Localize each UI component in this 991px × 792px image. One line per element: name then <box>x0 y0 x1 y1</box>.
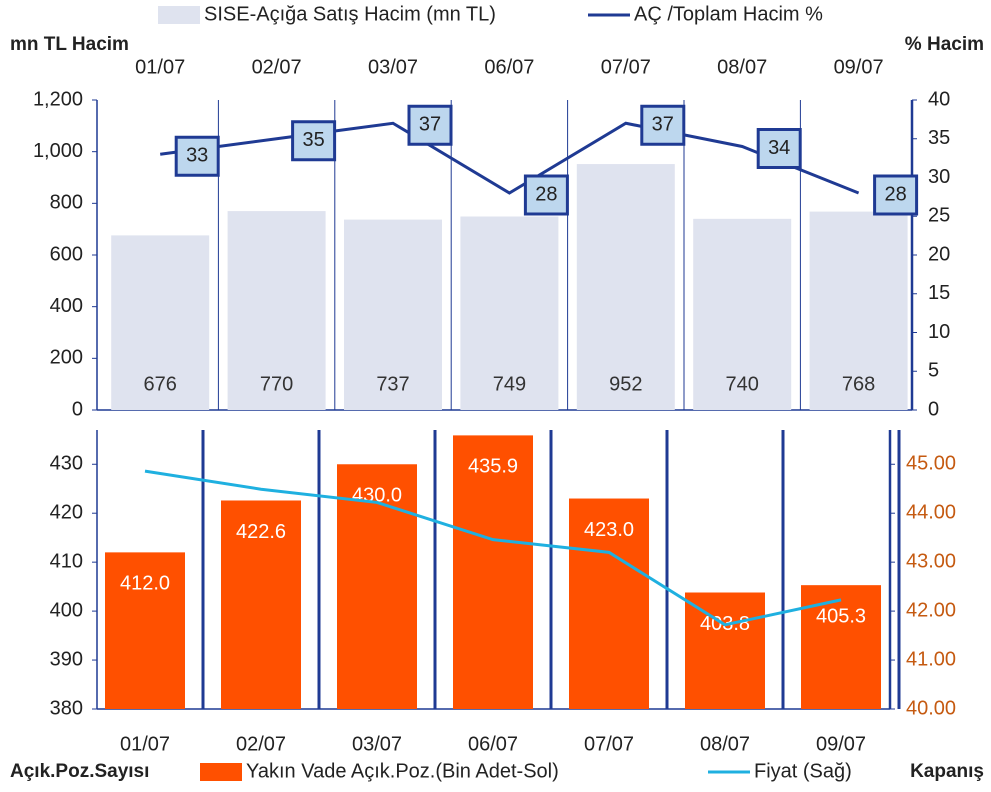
bar <box>576 164 675 410</box>
x-tick-label: 09/07 <box>834 56 884 78</box>
bar <box>693 218 792 410</box>
y2-tick-label: 10 <box>928 321 950 343</box>
y2-tick-label: 20 <box>928 243 950 265</box>
x-tick-label: 06/07 <box>468 733 518 755</box>
y2-tick-label: 40 <box>928 88 950 110</box>
x-tick-label: 08/07 <box>700 733 750 755</box>
data-label: 770 <box>260 373 293 395</box>
y-tick-label: 1,200 <box>33 88 83 110</box>
x-tick-label: 01/07 <box>135 56 185 78</box>
y2-tick-label: 0 <box>928 398 939 420</box>
y-tick-label: 390 <box>50 648 83 670</box>
y-tick-label: 200 <box>50 347 83 369</box>
data-label: 768 <box>842 373 875 395</box>
y2-tick-label: 35 <box>928 127 950 149</box>
y-tick-label: 600 <box>50 243 83 265</box>
data-label-box <box>291 120 337 162</box>
y2-tick-label: 15 <box>928 282 950 304</box>
axis-title-left: mn TL Hacim <box>10 34 129 55</box>
x-tick-label: 02/07 <box>252 56 302 78</box>
bar <box>685 592 765 709</box>
line <box>144 469 842 627</box>
data-label: 28 <box>884 183 906 205</box>
data-label: 28 <box>535 183 557 205</box>
y-tick-label: 430 <box>50 453 83 475</box>
data-label-box <box>174 135 220 177</box>
y2-tick-label: 41.00 <box>906 648 956 670</box>
bar <box>453 435 533 709</box>
y-tick-label: 1,000 <box>33 140 83 162</box>
legend-label: AÇ /Toplam Hacim % <box>634 3 823 25</box>
data-label: 34 <box>768 137 790 159</box>
bar <box>105 552 185 709</box>
y2-tick-label: 42.00 <box>906 599 956 621</box>
data-label-box <box>873 174 919 216</box>
bar <box>221 500 301 709</box>
data-label-box <box>407 104 453 146</box>
bar <box>801 585 881 709</box>
x-tick-label: 07/07 <box>601 56 651 78</box>
y2-tick-label: 30 <box>928 166 950 188</box>
bar <box>337 464 417 709</box>
data-label: 676 <box>144 373 177 395</box>
x-tick-label: 09/07 <box>816 733 866 755</box>
data-label: 35 <box>302 129 324 151</box>
axis-title-left: Açık.Poz.Sayısı <box>10 761 149 782</box>
y-tick-label: 420 <box>50 501 83 523</box>
bar <box>227 211 326 410</box>
legend-swatch <box>200 763 242 781</box>
data-label: 952 <box>609 373 642 395</box>
bar <box>460 216 559 410</box>
x-tick-label: 01/07 <box>120 733 170 755</box>
x-tick-label: 03/07 <box>368 56 418 78</box>
x-tick-label: 03/07 <box>352 733 402 755</box>
data-label-box <box>756 128 802 169</box>
y-tick-label: 400 <box>50 295 83 317</box>
axis-title-right: % Hacim <box>905 34 984 55</box>
legend-label: SISE-Açığa Satış Hacim (mn TL) <box>204 3 496 25</box>
bar <box>809 211 908 410</box>
x-tick-label: 08/07 <box>717 56 767 78</box>
y2-tick-label: 5 <box>928 360 939 382</box>
data-label: 737 <box>376 373 409 395</box>
y2-tick-label: 44.00 <box>906 501 956 523</box>
y2-tick-label: 43.00 <box>906 550 956 572</box>
y2-tick-label: 25 <box>928 205 950 227</box>
y2-tick-label: 40.00 <box>906 697 956 719</box>
data-label: 33 <box>186 145 208 167</box>
y-tick-label: 380 <box>50 697 83 719</box>
data-label: 740 <box>726 373 759 395</box>
x-tick-label: 07/07 <box>584 733 634 755</box>
data-label-box <box>640 104 686 146</box>
bar <box>569 498 649 709</box>
axis-title-right: Kapanış <box>910 761 984 782</box>
y-tick-label: 0 <box>72 398 83 420</box>
x-tick-label: 06/07 <box>484 56 534 78</box>
legend-label: Yakın Vade Açık.Poz.(Bin Adet-Sol) <box>246 760 559 782</box>
line <box>160 121 860 195</box>
data-label: 37 <box>419 114 441 136</box>
legend-swatch <box>158 6 200 24</box>
data-label: 435.9 <box>468 456 518 478</box>
data-label: 37 <box>652 114 674 136</box>
data-label: 422.6 <box>236 521 286 543</box>
x-tick-label: 02/07 <box>236 733 286 755</box>
y-tick-label: 410 <box>50 550 83 572</box>
y-tick-label: 400 <box>50 599 83 621</box>
data-label: 405.3 <box>816 605 866 627</box>
data-label: 412.0 <box>120 573 170 595</box>
legend-label: Fiyat (Sağ) <box>754 760 852 782</box>
y-tick-label: 800 <box>50 192 83 214</box>
data-label: 423.0 <box>584 519 634 541</box>
data-label: 749 <box>493 373 526 395</box>
bar <box>344 219 442 410</box>
bar <box>111 235 210 410</box>
y2-tick-label: 45.00 <box>906 453 956 475</box>
data-label-box <box>523 174 569 216</box>
